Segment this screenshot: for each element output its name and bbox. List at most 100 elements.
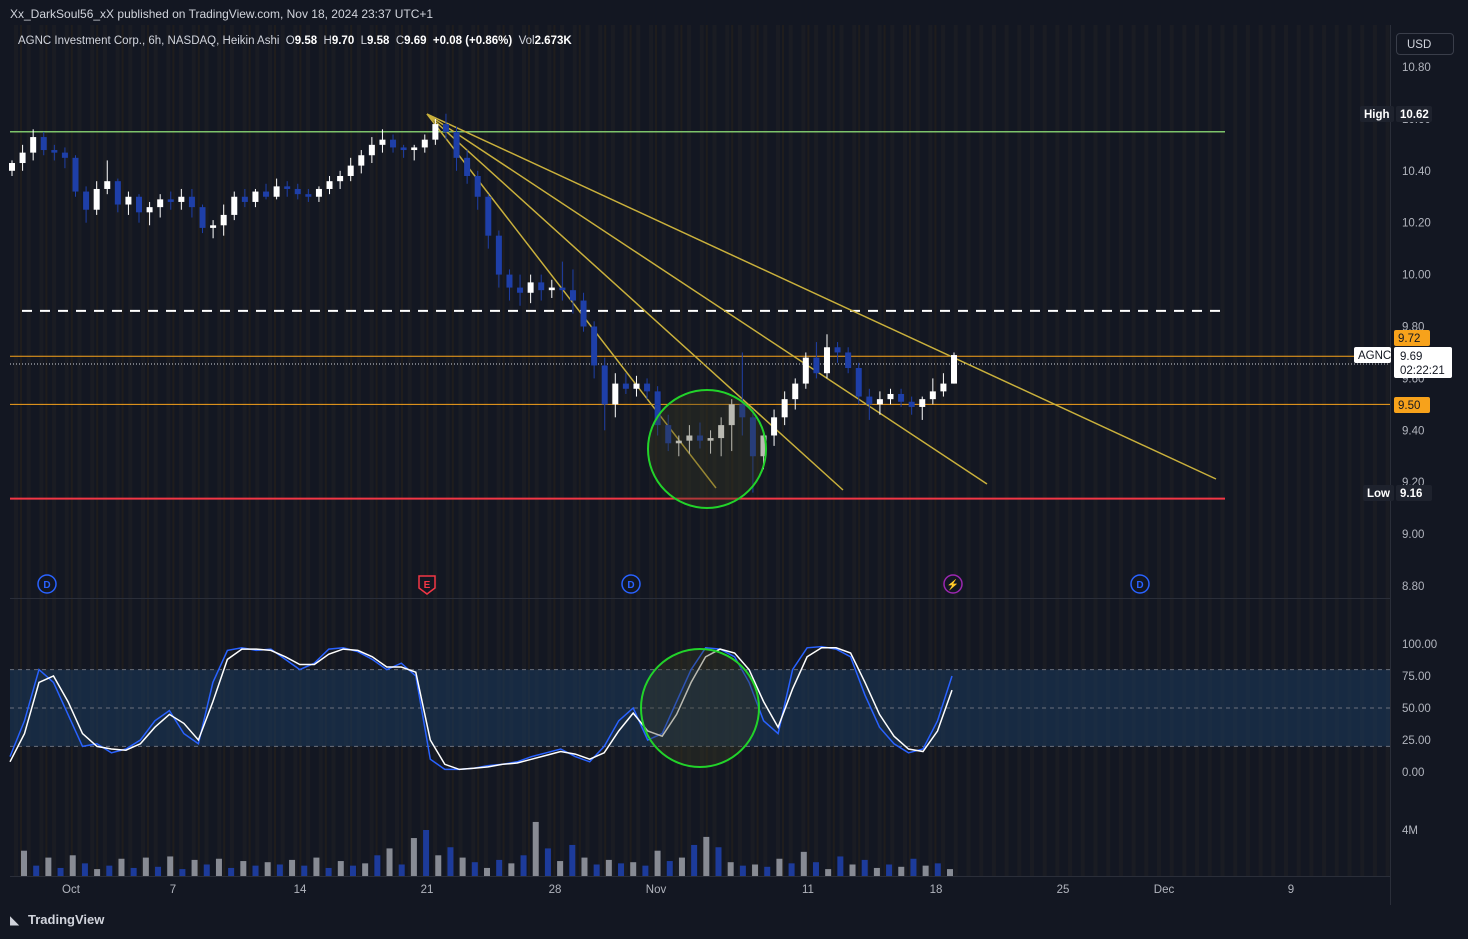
- candle-body: [665, 425, 672, 444]
- session-stripe: [344, 25, 349, 876]
- session-stripe: [832, 25, 835, 876]
- level-tag-b-text: 9.50: [1398, 400, 1420, 412]
- candle-body: [273, 186, 280, 197]
- event-circle: [943, 574, 963, 594]
- volume-bar: [325, 867, 332, 876]
- candle-body: [739, 404, 746, 418]
- volume-bar: [69, 855, 76, 876]
- high-value-tag: 10.62: [1396, 106, 1432, 122]
- time-tick-label: 14: [294, 884, 307, 896]
- stochastic-tick-label: 100.00: [1402, 639, 1437, 651]
- candle-body: [728, 404, 735, 426]
- time-axis[interactable]: Oct 7 14 21 28 Nov 11 18 25 Dec 9: [62, 884, 1294, 896]
- close-value: 9.69: [404, 35, 427, 47]
- session-stripe: [776, 25, 780, 876]
- session-stripe: [306, 25, 311, 876]
- volume-bar: [252, 865, 259, 876]
- session-stripe: [941, 25, 946, 876]
- split-flash-icon[interactable]: ⚡: [943, 574, 963, 594]
- currency-button[interactable]: USD: [1396, 33, 1454, 55]
- low-label-bg: [1363, 485, 1394, 501]
- volume-bar: [898, 866, 905, 876]
- candles[interactable]: [9, 113, 957, 493]
- volume-bar: [362, 863, 369, 876]
- session-stripe: [331, 25, 336, 876]
- price-axis[interactable]: 10.8010.6010.4010.2010.009.809.609.409.2…: [1402, 62, 1431, 593]
- session-stripe: [1347, 25, 1352, 876]
- session-stripe: [966, 25, 971, 876]
- session-stripe: [26, 25, 31, 876]
- candle-body: [749, 417, 756, 457]
- dividend-icon[interactable]: D: [621, 574, 641, 594]
- earnings-icon[interactable]: E: [418, 575, 436, 595]
- open-label: O: [285, 35, 295, 47]
- candle-body: [199, 207, 206, 228]
- volume-bar: [934, 863, 941, 876]
- volume-bar: [947, 869, 953, 876]
- candle-body: [802, 357, 809, 384]
- session-stripe: [64, 25, 69, 876]
- session-stripe: [801, 25, 806, 876]
- volume-bar: [618, 863, 625, 876]
- session-stripe: [979, 25, 984, 876]
- level-tag-a: 9.72: [1394, 330, 1430, 346]
- session-stripe: [699, 25, 704, 876]
- last-price-value: 9.69: [1400, 351, 1422, 363]
- candle-body: [19, 152, 26, 164]
- stochastic-k-line: [9, 647, 953, 771]
- close-label: C: [395, 35, 405, 47]
- session-stripe: [1233, 25, 1238, 876]
- candle-body: [125, 196, 132, 205]
- candle-body: [61, 152, 68, 158]
- session-stripe: [522, 25, 526, 876]
- event-circle: [37, 574, 57, 594]
- candle-body: [813, 357, 820, 374]
- candle-body: [855, 368, 862, 397]
- session-stripe: [649, 25, 653, 876]
- session-stripe: [623, 25, 628, 876]
- session-stripe: [1334, 25, 1339, 876]
- volume-bar: [447, 847, 454, 876]
- session-stripe: [451, 25, 454, 876]
- stochastic-tick-label: 0.00: [1402, 767, 1424, 779]
- volume-bar: [569, 844, 576, 876]
- trendline: [426, 113, 1217, 480]
- session-stripe: [782, 25, 784, 876]
- session-stripe: [909, 25, 911, 876]
- volume-bar: [301, 865, 308, 876]
- event-markers[interactable]: D E D ⚡ D: [37, 574, 1150, 595]
- symbol-tag-bg: [1354, 347, 1391, 363]
- level-tag-a-bg: [1394, 330, 1430, 346]
- open-value: 9.58: [294, 35, 318, 47]
- level-tag-a-text: 9.72: [1398, 333, 1420, 345]
- session-stripe: [420, 25, 425, 876]
- session-stripe: [375, 25, 378, 876]
- high-label-text: High: [1364, 109, 1390, 121]
- candle-body: [506, 274, 513, 288]
- volume-bar: [423, 830, 430, 876]
- volume-bar: [228, 867, 235, 876]
- session-stripe: [293, 25, 298, 876]
- volume-bar: [33, 865, 40, 876]
- session-stripe: [1068, 25, 1073, 876]
- candle-body: [136, 196, 143, 213]
- volume-bar: [289, 859, 296, 876]
- candle-body: [781, 399, 788, 418]
- volume-bar: [703, 836, 710, 876]
- session-stripe: [737, 25, 742, 876]
- event-letter: ⚡: [947, 578, 959, 591]
- volume-bar: [240, 861, 247, 876]
- volume-bar: [739, 865, 746, 876]
- volume-bar: [593, 864, 600, 876]
- volume-bar: [581, 857, 588, 876]
- volume-bar: [130, 867, 137, 876]
- session-stripe: [528, 25, 530, 876]
- dividend-icon[interactable]: D: [37, 574, 57, 594]
- brand-name: TradingView: [28, 912, 105, 927]
- dividend-icon[interactable]: D: [1130, 574, 1150, 594]
- session-stripe: [1118, 25, 1123, 876]
- candle-body: [940, 383, 947, 392]
- candle-body: [326, 181, 333, 189]
- candle-body: [898, 393, 905, 402]
